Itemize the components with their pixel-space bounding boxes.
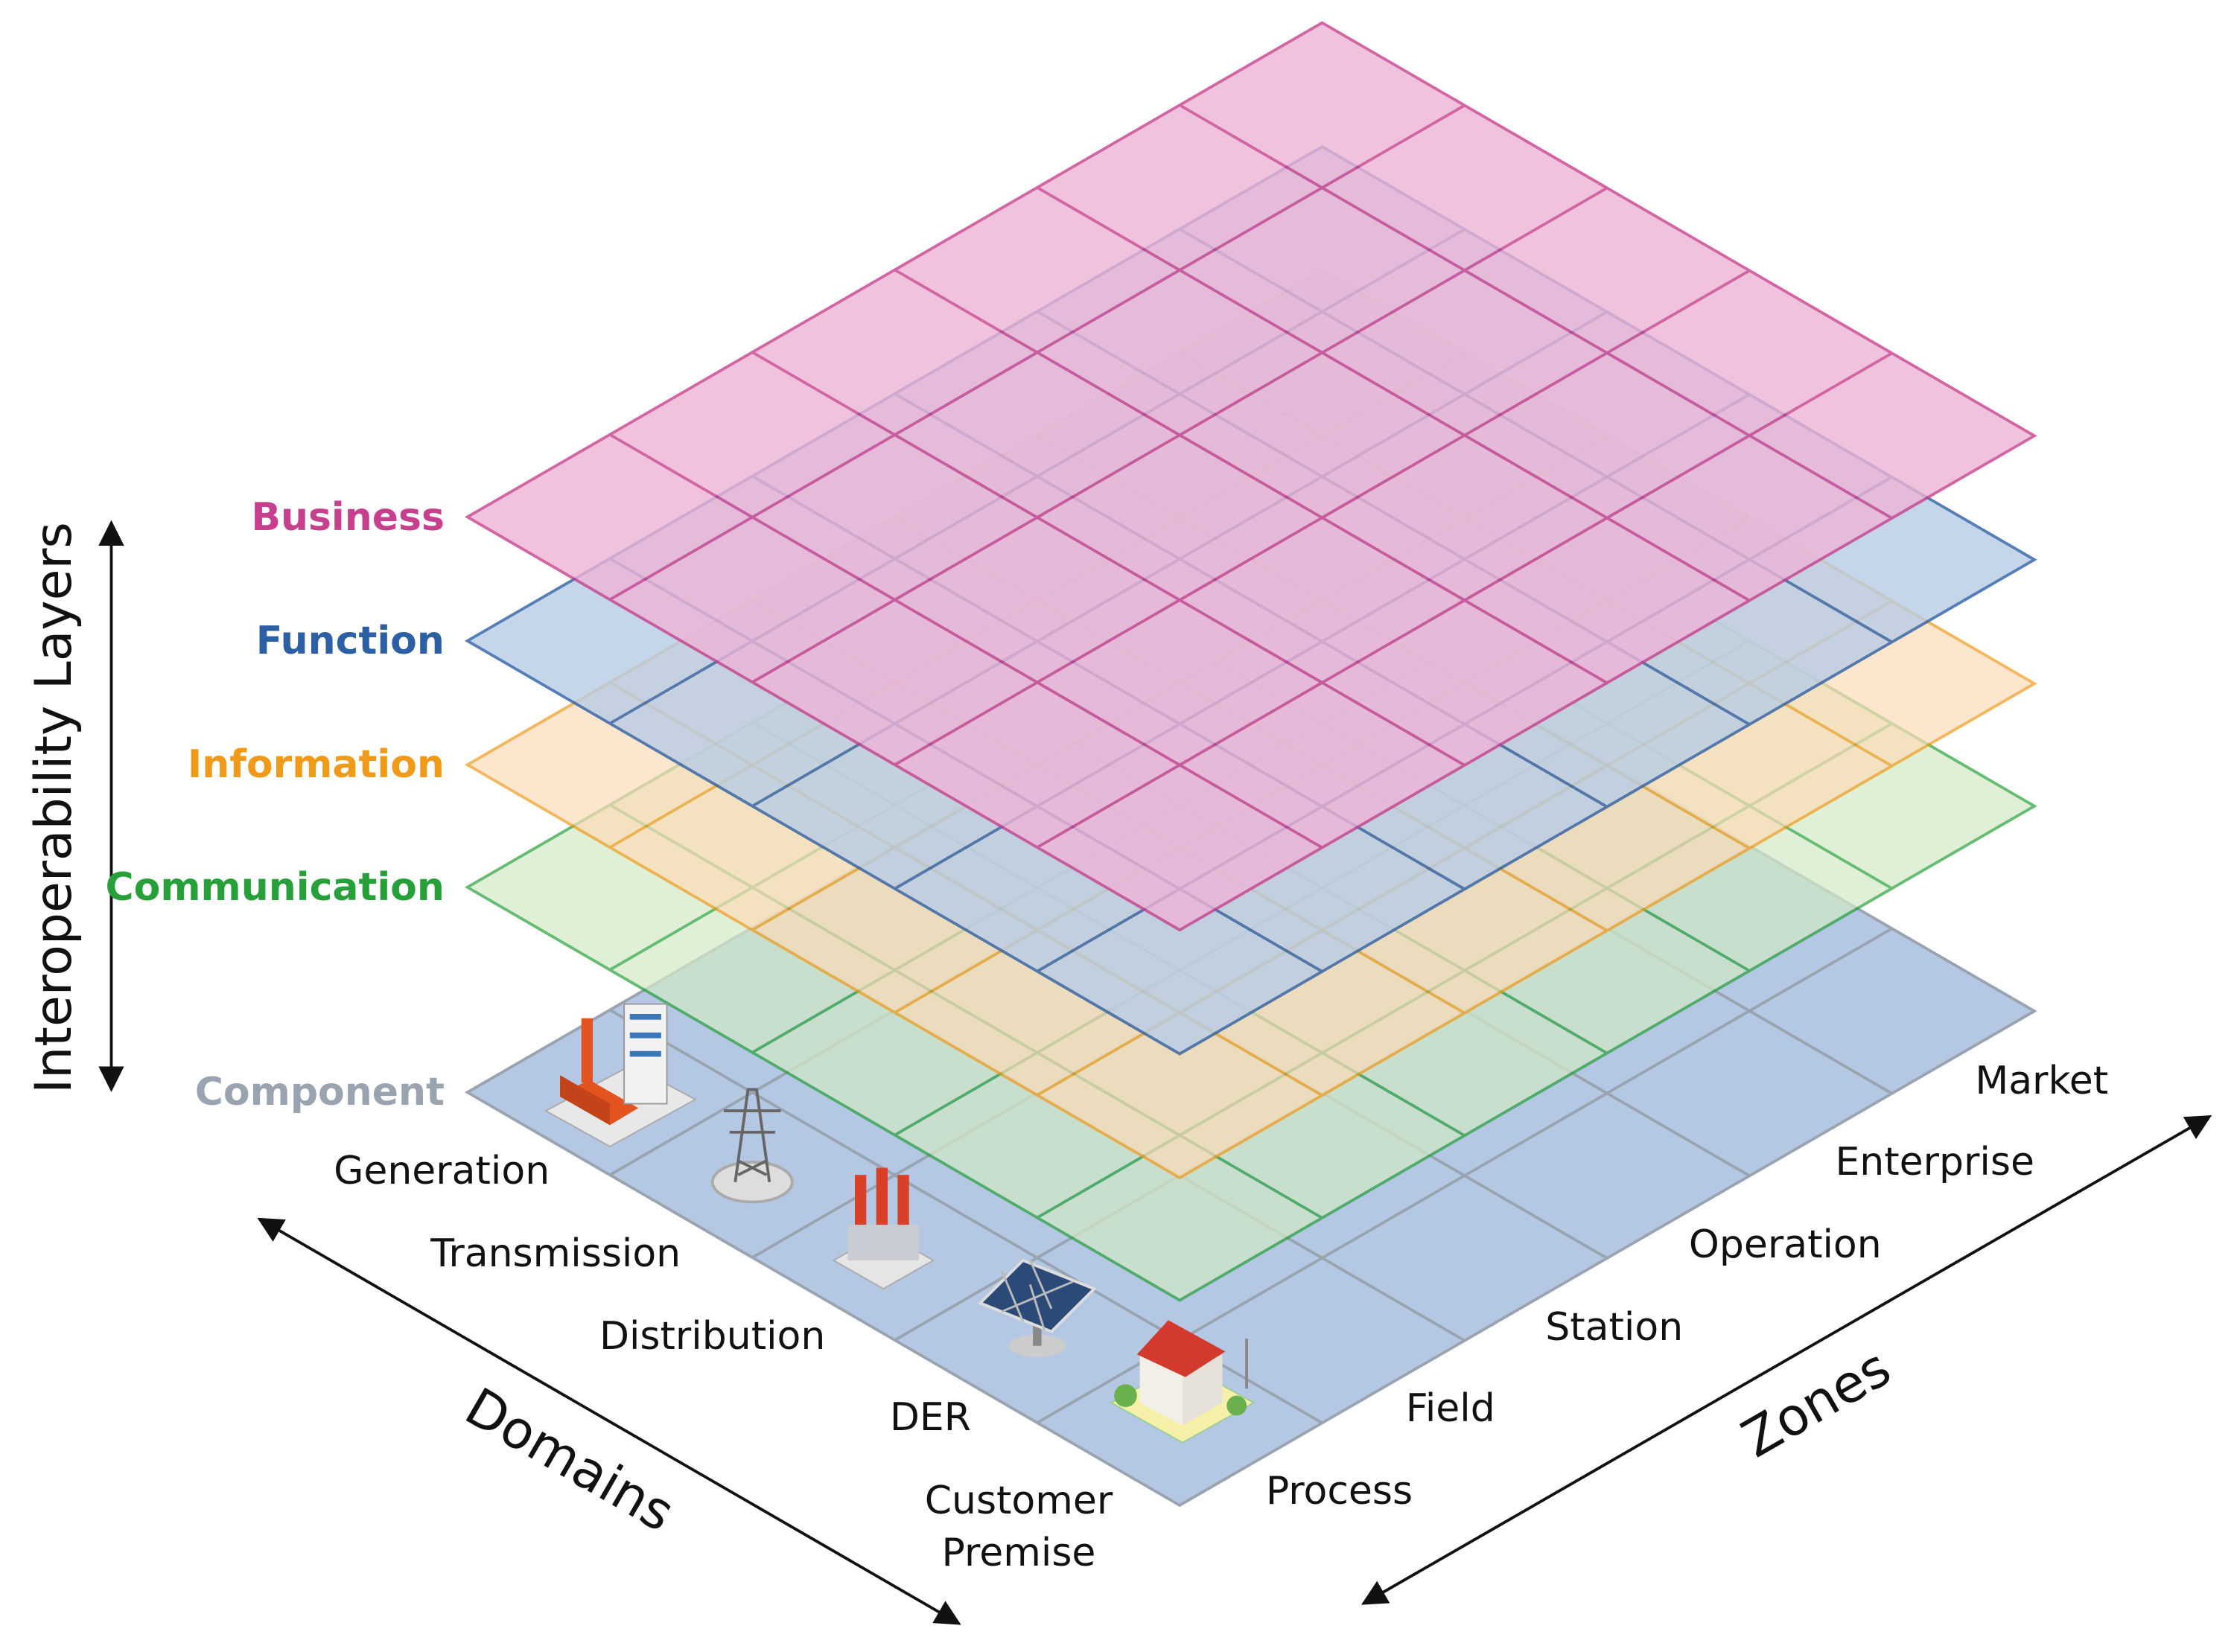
layer-label: Component — [194, 1070, 445, 1115]
domain-label: Customer Premise — [924, 1478, 1113, 1576]
layer-label: Function — [255, 618, 445, 663]
domain-label: Generation — [334, 1148, 550, 1193]
grid-line — [1036, 186, 1751, 602]
axis-arrows — [98, 520, 2212, 1625]
layer-plane — [464, 21, 2037, 932]
layer-label: Information — [187, 742, 445, 788]
zones-arrow — [1361, 1115, 2212, 1605]
axis-title: Interoperability Layers — [24, 521, 83, 1094]
domains-arrow — [257, 1217, 961, 1625]
domain-label: Transmission — [430, 1231, 681, 1276]
zone-label: Market — [1975, 1059, 2109, 1104]
zone-label: Process — [1265, 1469, 1413, 1514]
zone-label: Field — [1405, 1386, 1495, 1432]
zone-label: Operation — [1688, 1222, 1882, 1268]
layer-label: Communication — [105, 864, 445, 910]
grid-line — [894, 268, 1608, 684]
grid-line — [751, 351, 1466, 767]
domain-label: DER — [889, 1394, 971, 1440]
layer-label: Business — [251, 494, 445, 540]
grid-line — [609, 433, 1323, 849]
zone-label: Enterprise — [1835, 1140, 2034, 1185]
zone-label: Station — [1545, 1305, 1684, 1350]
grid-line — [1179, 103, 1893, 520]
domain-label: Distribution — [599, 1313, 826, 1359]
